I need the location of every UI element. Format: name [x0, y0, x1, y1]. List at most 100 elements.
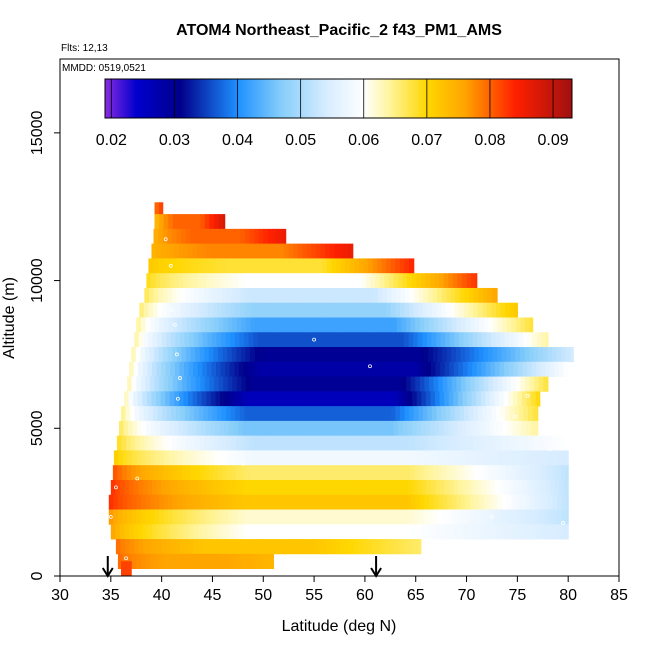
heatmap-cell: [447, 509, 453, 525]
heatmap-cell: [184, 539, 190, 555]
heatmap-cell: [243, 332, 250, 348]
heatmap-cell: [451, 376, 457, 392]
heatmap-cell: [200, 494, 206, 510]
heatmap-cell: [377, 302, 383, 318]
heatmap-cell: [203, 435, 209, 451]
heatmap-cell: [331, 435, 338, 451]
heatmap-cell: [465, 509, 471, 525]
heatmap-cell: [158, 435, 164, 451]
heatmap-cell: [122, 509, 128, 525]
heatmap-cell: [357, 479, 363, 496]
heatmap-cell: [298, 332, 305, 348]
heatmap-cell: [427, 287, 434, 304]
heatmap-cell: [283, 273, 289, 289]
heatmap-cell: [218, 214, 224, 230]
heatmap-cell: [167, 287, 173, 304]
heatmap-cell: [562, 450, 568, 466]
heatmap-cell: [308, 406, 314, 422]
heatmap-cell: [154, 553, 160, 570]
heatmap-cell: [257, 332, 263, 348]
heatmap-cell: [184, 361, 190, 377]
heatmap-cell: [257, 479, 263, 496]
heatmap-cell: [221, 332, 227, 348]
heatmap-cell: [526, 420, 532, 437]
heatmap-cell: [165, 391, 171, 407]
heatmap-cell: [520, 494, 526, 510]
heatmap-cell: [334, 479, 341, 496]
heatmap-cell: [416, 273, 422, 289]
heatmap-cell: [182, 420, 189, 437]
heatmap-cell: [449, 524, 455, 540]
heatmap-cell: [201, 243, 207, 259]
heatmap-cell: [275, 539, 282, 555]
heatmap-cell: [168, 509, 174, 525]
heatmap-cell: [259, 317, 265, 333]
heatmap-cell: [378, 317, 384, 333]
heatmap-cell: [255, 509, 261, 525]
heatmap-cell: [204, 376, 210, 392]
heatmap-cell: [172, 347, 178, 363]
heatmap-cell: [168, 450, 174, 466]
heatmap-cell: [247, 420, 253, 437]
heatmap-cell: [401, 317, 407, 333]
heatmap-cell: [369, 450, 376, 466]
heatmap-cell: [406, 494, 412, 510]
heatmap-cell: [363, 302, 369, 318]
heatmap-cell: [186, 494, 192, 510]
heatmap-cell: [419, 509, 425, 525]
heatmap-cell: [347, 273, 353, 289]
heatmap-cell: [299, 302, 305, 318]
heatmap-cell: [209, 317, 215, 333]
heatmap-cell: [143, 539, 149, 555]
heatmap-cell: [499, 361, 505, 377]
heatmap-cell: [369, 376, 375, 392]
heatmap-cell: [272, 347, 279, 363]
heatmap-cell: [374, 317, 380, 333]
heatmap-cell: [407, 273, 413, 289]
x-tick-label: 30: [51, 587, 69, 604]
heatmap-cell: [423, 287, 429, 304]
heatmap-cell: [426, 479, 432, 496]
heatmap-cell: [423, 435, 429, 451]
heatmap-cell: [252, 524, 258, 540]
heatmap-cell: [482, 435, 488, 451]
heatmap-cell: [509, 332, 515, 348]
heatmap-cell: [173, 273, 179, 289]
heatmap-cell: [557, 450, 563, 466]
x-axis: 30 35 40 45 50 55 60 65 70 75 80 85: [51, 576, 628, 604]
heatmap-cell: [447, 494, 453, 510]
heatmap-cell: [281, 287, 287, 304]
heatmap-cell: [508, 391, 514, 407]
heatmap-cell: [154, 376, 160, 392]
heatmap-cell: [325, 479, 331, 496]
heatmap-cell: [563, 361, 569, 377]
heatmap-cell: [198, 406, 204, 422]
measurement-points: [108, 237, 565, 561]
heatmap-cell: [169, 273, 175, 289]
heatmap-cell: [314, 347, 320, 363]
heatmap-cell: [314, 376, 320, 392]
heatmap-cell: [489, 420, 495, 437]
heatmap-cell: [372, 539, 378, 555]
heatmap-cell: [158, 228, 164, 245]
heatmap-cell: [389, 391, 395, 407]
heatmap-cell: [284, 524, 290, 540]
heatmap-cell: [476, 391, 482, 407]
heatmap-cell: [437, 435, 443, 451]
heatmap-cell: [290, 406, 296, 422]
heatmap-cell: [210, 391, 217, 407]
heatmap-cell: [399, 302, 406, 318]
heatmap-cell: [317, 332, 323, 348]
heatmap-cell: [355, 347, 361, 363]
heatmap-cell: [399, 406, 406, 422]
heatmap-cell: [208, 465, 215, 481]
heatmap-cell: [497, 376, 503, 392]
heatmap-cell: [181, 214, 188, 230]
heatmap-cell: [313, 435, 319, 451]
heatmap-cell: [267, 406, 273, 422]
heatmap-cell: [208, 287, 214, 304]
heatmap-cell: [313, 287, 319, 304]
heatmap-cell: [364, 494, 371, 510]
heatmap-cell: [538, 509, 544, 525]
